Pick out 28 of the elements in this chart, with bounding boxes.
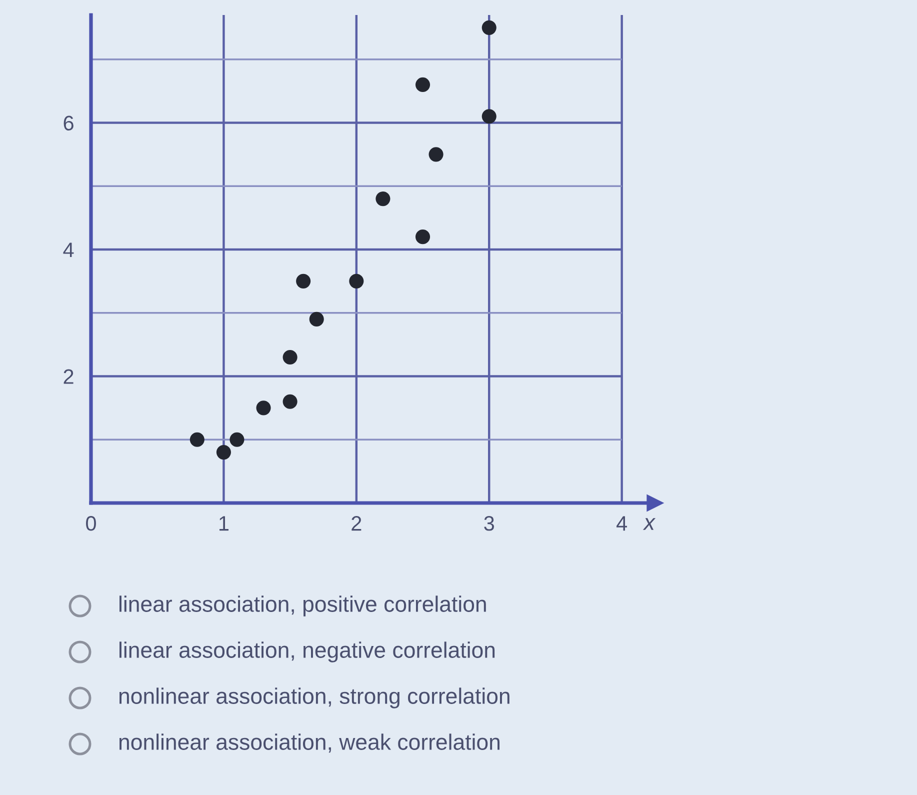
y-tick-label: 2 <box>64 369 74 384</box>
y-tick-label: 4 <box>63 242 74 258</box>
point <box>309 312 324 326</box>
point <box>282 350 298 365</box>
x-tick-label: 0 <box>86 516 96 531</box>
point <box>415 77 430 92</box>
point <box>230 432 244 447</box>
point <box>482 109 496 124</box>
x-axis-title: x <box>642 518 656 530</box>
point <box>415 230 430 244</box>
point <box>349 274 364 288</box>
point <box>282 394 298 409</box>
y-tick-label: 6 <box>64 116 74 130</box>
x-tick-label: 4 <box>616 516 628 531</box>
point <box>256 400 271 416</box>
text: nonlinear association, weak correlation <box>119 734 500 753</box>
text: linear association, negative correlation <box>119 642 495 662</box>
point <box>190 432 204 447</box>
point <box>428 147 444 162</box>
x-tick-label: 3 <box>484 516 494 531</box>
point <box>296 274 311 288</box>
x-tick-label: 1 <box>220 516 228 531</box>
point <box>482 20 496 35</box>
point <box>216 445 231 460</box>
text: nonlinear association, strong correlation <box>119 688 510 708</box>
text: linear association, positive correlation <box>119 596 486 616</box>
point <box>376 192 390 206</box>
x-tick-label: 2 <box>352 516 362 531</box>
